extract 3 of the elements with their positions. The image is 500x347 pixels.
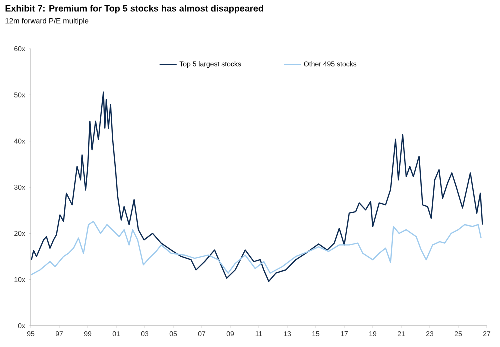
chart-title: Exhibit 7: Premium for Top 5 stocks has almost disappeared <box>6 5 264 14</box>
line-series <box>31 221 482 276</box>
line-series <box>31 92 484 282</box>
